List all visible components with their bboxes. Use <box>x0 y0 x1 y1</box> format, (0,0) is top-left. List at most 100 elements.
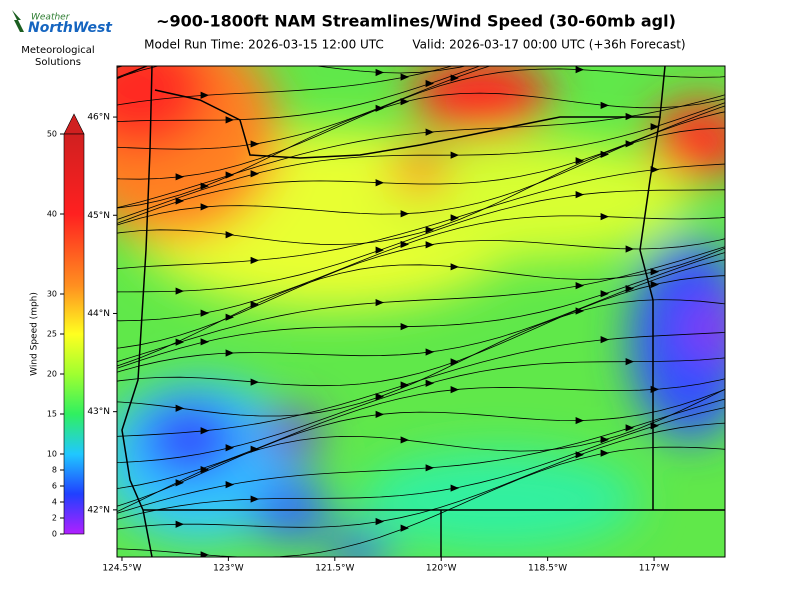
stream-arrow <box>400 98 410 106</box>
x-tick-label: 120°W <box>426 564 457 574</box>
stream-arrow <box>425 379 435 387</box>
streamline <box>117 68 725 180</box>
stream-arrow <box>200 309 210 317</box>
streamline <box>117 246 725 363</box>
stream-arrow <box>225 480 235 489</box>
stream-arrow <box>400 210 410 218</box>
stream-arrow <box>225 231 235 239</box>
stream-arrow <box>200 91 210 99</box>
colorbar-tick-label: 6 <box>52 482 57 491</box>
stream-arrow <box>175 404 185 412</box>
stream-arrow <box>450 74 460 82</box>
stream-arrow <box>400 240 410 248</box>
colorbar-label: Wind Speed (mph) <box>30 292 40 376</box>
x-tick-label: 121.5°W <box>315 564 354 574</box>
colorbar-tick-label: 2 <box>52 514 57 523</box>
stream-arrow <box>650 268 660 276</box>
stream-arrow <box>575 451 585 459</box>
x-tick-label: 118.5°W <box>528 564 567 574</box>
colorbar-tick-label: 40 <box>47 210 57 219</box>
stream-arrow <box>250 300 260 309</box>
stream-arrow <box>400 381 410 389</box>
streamline <box>117 94 725 209</box>
stream-arrow <box>250 170 260 178</box>
logo-text: Solutions <box>35 57 81 68</box>
stream-arrow <box>175 287 185 295</box>
x-tick-label: 124.5°W <box>102 564 141 574</box>
stream-arrow <box>425 128 435 136</box>
stream-arrow <box>450 358 460 366</box>
model-run: Model Run Time: 2026-03-15 12:00 UTC <box>144 38 384 52</box>
stream-arrow <box>175 197 185 205</box>
stream-arrow <box>625 358 635 366</box>
y-tick-label: 45°N <box>87 211 110 221</box>
streamline <box>117 163 725 270</box>
stream-arrow <box>400 73 410 81</box>
streamline <box>117 189 725 293</box>
streamline <box>117 102 725 220</box>
stream-arrow <box>625 424 635 432</box>
stream-arrow <box>225 349 235 357</box>
stream-arrow <box>600 212 610 221</box>
stream-arrow <box>575 191 585 199</box>
stream-arrow <box>250 256 260 265</box>
y-tick-label: 42°N <box>87 505 110 515</box>
stream-arrow <box>425 226 435 234</box>
title: ~900-1800ft NAM Streamlines/Wind Speed (… <box>156 12 676 31</box>
stream-arrow <box>575 66 585 74</box>
logo-text: Meteorological <box>21 45 94 56</box>
stream-arrow <box>375 410 385 419</box>
stream-arrow <box>575 307 585 315</box>
stream-arrow <box>450 263 460 271</box>
colorbar-tick-label: 20 <box>47 370 57 379</box>
streamline <box>117 388 725 507</box>
stream-arrow <box>600 290 610 298</box>
stream-arrow <box>225 313 235 321</box>
stream-arrow <box>450 151 460 159</box>
streamline <box>117 66 481 123</box>
streamline <box>117 259 725 373</box>
stream-arrow <box>250 495 260 503</box>
logo-text: Weather <box>31 13 71 23</box>
stream-arrow <box>575 416 585 425</box>
stream-arrow <box>375 393 385 401</box>
stream-arrow <box>375 298 385 307</box>
stream-arrow <box>650 280 660 289</box>
stream-arrow <box>175 520 185 528</box>
stream-arrow <box>250 378 260 386</box>
y-tick-label: 44°N <box>87 309 110 319</box>
stream-arrow <box>200 551 210 557</box>
streamline <box>117 66 492 150</box>
wind-field <box>117 31 725 557</box>
stream-arrow <box>200 465 210 474</box>
map-frame <box>116 65 726 558</box>
colorbar-tick-label: 30 <box>47 290 57 299</box>
colorbar-tick-label: 0 <box>52 530 57 539</box>
stream-arrow <box>600 436 610 444</box>
stream-arrow <box>200 338 210 346</box>
streamline <box>117 247 725 367</box>
stream-arrow <box>575 157 585 165</box>
streamline <box>117 407 725 520</box>
stream-arrow <box>200 427 210 435</box>
colorbar-tick-label: 15 <box>47 410 57 419</box>
stream-arrow <box>450 214 460 222</box>
stream-arrow <box>375 68 385 77</box>
stream-arrow <box>625 285 635 293</box>
stream-arrow <box>176 59 183 65</box>
valid-time: Valid: 2026-03-17 00:00 UTC (+36h Foreca… <box>412 38 685 52</box>
borders <box>121 66 725 557</box>
stream-arrow <box>450 386 460 394</box>
streamline <box>117 398 725 514</box>
streamline <box>117 275 725 387</box>
stream-arrow <box>425 464 435 472</box>
stream-arrow <box>225 444 235 452</box>
streamline <box>117 422 725 530</box>
stream-arrow <box>650 123 660 131</box>
stream-arrow <box>400 322 410 331</box>
stream-arrow <box>400 524 410 532</box>
stream-arrow <box>226 31 233 37</box>
stream-arrow <box>200 182 210 190</box>
stream-arrow <box>225 116 235 124</box>
